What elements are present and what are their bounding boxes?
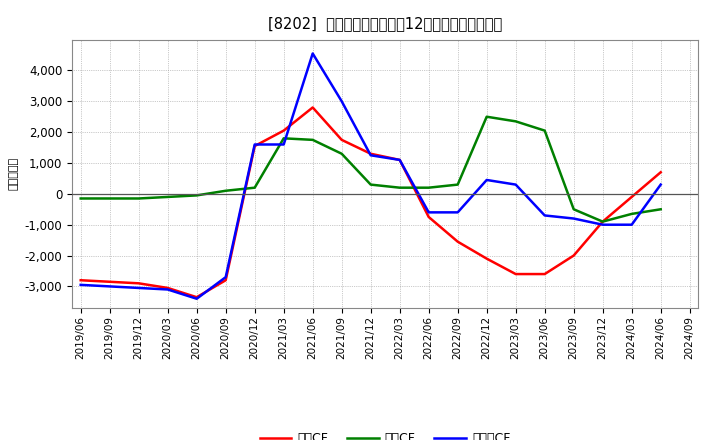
投資CF [657,207,665,212]
投資CF [192,193,201,198]
フリーCF [135,285,143,290]
営業CF [308,105,317,110]
Line: フリーCF: フリーCF [81,54,661,299]
投資CF [570,207,578,212]
営業CF [163,285,172,290]
フリーCF [221,275,230,280]
営業CF [395,157,404,162]
フリーCF [570,216,578,221]
投資CF [308,137,317,143]
フリーCF [424,210,433,215]
投資CF [366,182,375,187]
フリーCF [251,142,259,147]
営業CF [424,214,433,220]
フリーCF [279,142,288,147]
投資CF [454,182,462,187]
営業CF [279,128,288,133]
フリーCF [598,222,607,227]
営業CF [221,278,230,283]
投資CF [105,196,114,201]
営業CF [105,279,114,284]
フリーCF [308,51,317,56]
フリーCF [657,182,665,187]
フリーCF [482,177,491,183]
投資CF [279,136,288,141]
投資CF [135,196,143,201]
投資CF [338,151,346,156]
投資CF [163,194,172,200]
営業CF [338,137,346,143]
営業CF [482,256,491,261]
営業CF [627,194,636,200]
営業CF [570,253,578,258]
営業CF [454,239,462,244]
投資CF [541,128,549,133]
営業CF [598,219,607,224]
営業CF [135,281,143,286]
営業CF [251,143,259,149]
投資CF [511,119,520,124]
投資CF [251,185,259,191]
投資CF [76,196,85,201]
営業CF [366,151,375,156]
フリーCF [627,222,636,227]
フリーCF [192,296,201,301]
フリーCF [541,213,549,218]
投資CF [627,211,636,216]
営業CF [657,169,665,175]
フリーCF [395,157,404,162]
フリーCF [511,182,520,187]
営業CF [511,271,520,277]
営業CF [541,271,549,277]
営業CF [76,278,85,283]
フリーCF [454,210,462,215]
投資CF [598,219,607,224]
投資CF [424,185,433,191]
フリーCF [76,282,85,287]
Legend: 営業CF, 投資CF, フリーCF: 営業CF, 投資CF, フリーCF [255,427,516,440]
Line: 投資CF: 投資CF [81,117,661,222]
フリーCF [366,153,375,158]
Line: 営業CF: 営業CF [81,107,661,297]
営業CF [192,294,201,300]
投資CF [221,188,230,194]
フリーCF [105,284,114,289]
投資CF [395,185,404,191]
Title: [8202]  キャッシュフローの12か月移動合計の推移: [8202] キャッシュフローの12か月移動合計の推移 [268,16,503,32]
投資CF [482,114,491,119]
Y-axis label: （百万円）: （百万円） [9,157,19,191]
フリーCF [163,287,172,292]
フリーCF [338,99,346,104]
